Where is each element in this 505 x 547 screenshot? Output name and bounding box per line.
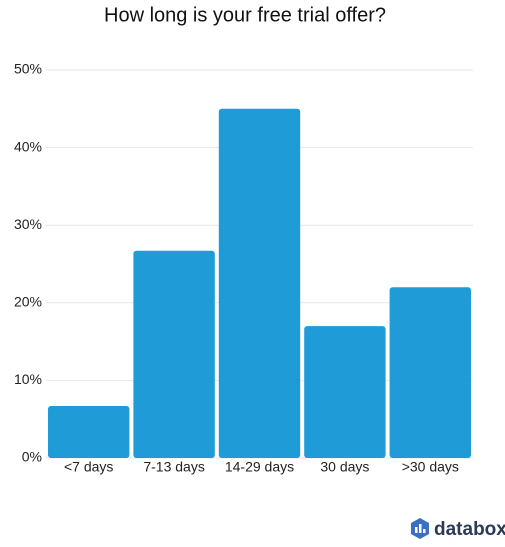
y-tick-label: 10%	[14, 371, 42, 387]
chart-title: How long is your free trial offer?	[104, 4, 386, 26]
x-tick-label: 30 days	[320, 459, 369, 475]
bar	[48, 406, 130, 458]
y-tick-label: 0%	[22, 449, 42, 465]
y-tick-label: 30%	[14, 216, 42, 232]
bar	[133, 250, 215, 458]
logo: databox	[411, 518, 505, 540]
logo-icon-bar	[423, 529, 426, 533]
bar	[218, 108, 301, 459]
x-tick-label: 7-13 days	[143, 459, 204, 475]
y-tick-label: 50%	[14, 61, 42, 77]
x-tick-label: 14-29 days	[225, 459, 294, 475]
bar	[304, 326, 386, 458]
logo-text: databox	[434, 519, 505, 540]
x-tick-label: >30 days	[402, 459, 459, 475]
logo-icon-bar	[415, 527, 418, 533]
logo-icon-bar	[419, 524, 422, 533]
y-tick-label: 40%	[14, 138, 42, 154]
x-tick-label: <7 days	[64, 459, 113, 475]
bar	[389, 287, 471, 458]
y-tick-label: 20%	[14, 294, 42, 310]
